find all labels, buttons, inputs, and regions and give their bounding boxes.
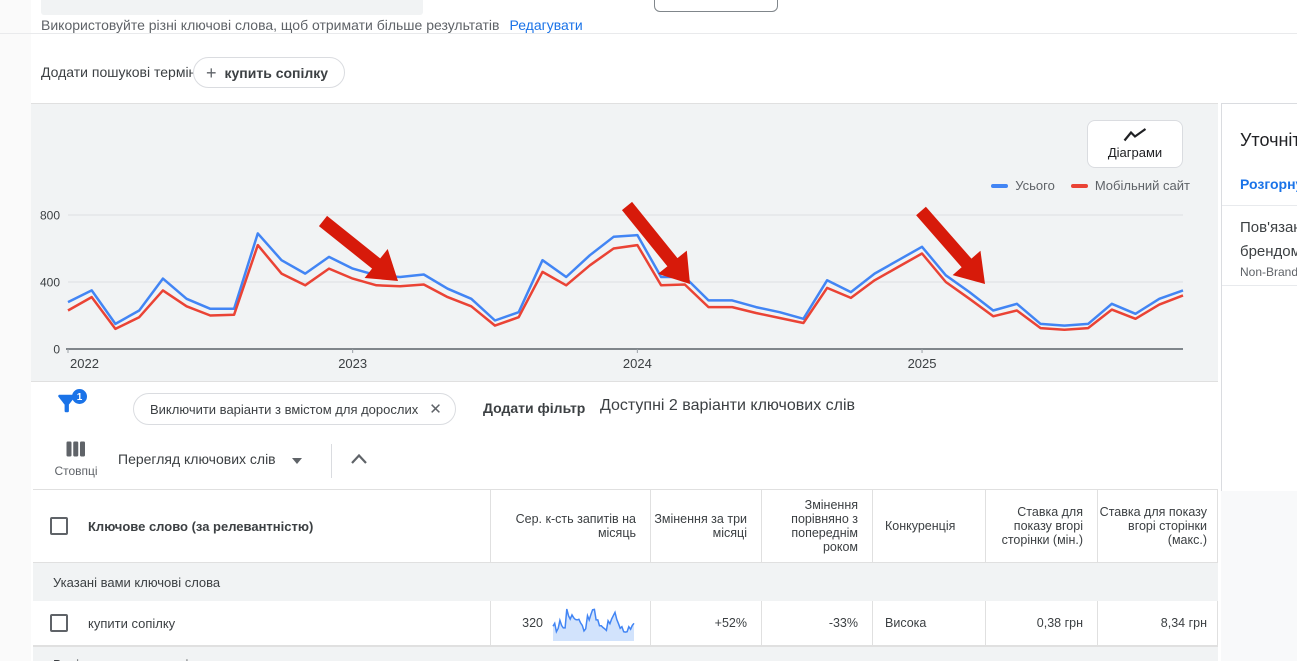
columns-icon xyxy=(66,441,85,457)
section-band: Указані вами ключові слова xyxy=(33,563,1218,601)
annotation-arrow-head xyxy=(364,249,398,281)
keyword-view-dropdown[interactable]: Перегляд ключових слів xyxy=(118,451,276,467)
header-yoy-change[interactable]: Змінення порівняно з попереднім роком xyxy=(761,490,872,562)
refine-panel-title: Уточніть ключові слова xyxy=(1240,130,1297,150)
row-volume: 320 xyxy=(522,616,543,630)
add-terms-label: Додати пошукові терміни: xyxy=(41,64,208,80)
y-axis-tick-label: 400 xyxy=(40,276,60,290)
close-icon[interactable]: ✕ xyxy=(429,401,442,418)
legend-item-total[interactable]: Усього xyxy=(991,178,1055,193)
x-axis-tick-label: 2023 xyxy=(338,356,367,371)
charts-button-label: Діаграми xyxy=(1107,145,1163,160)
y-axis-tick-label: 800 xyxy=(40,209,60,223)
next-section-label-clipped: Варіанти ключових слів xyxy=(53,657,195,661)
table-row[interactable]: купити сопілку 320 +52% -33% Висока 0,38… xyxy=(33,601,1218,646)
select-all-checkbox[interactable] xyxy=(50,517,68,535)
annotation-arrow-head xyxy=(952,250,985,284)
exclude-adult-filter-chip[interactable]: Виключити варіанти з вмістом для доросли… xyxy=(133,393,456,425)
trend-chart-panel: 0 400 800 2022 2023 2024 2025 Діаграми Усього … xyxy=(31,103,1218,382)
collapse-chevron-up-icon[interactable] xyxy=(350,453,368,465)
header-3month-change[interactable]: Змінення за три місяці xyxy=(650,490,761,562)
annotation-arrow-shaft xyxy=(916,206,975,271)
row-keyword: купити сопілку xyxy=(88,615,176,631)
hint-text: Використовуйте різні ключові слова, щоб … xyxy=(41,17,500,33)
legend-label-mobile: Мобільний сайт xyxy=(1094,178,1190,193)
row-bid-low: 0,38 грн xyxy=(985,601,1097,645)
annotation-arrow-head xyxy=(658,250,690,284)
legend-swatch-blue xyxy=(991,183,1009,188)
section-band-label: Указані вами ключові слова xyxy=(53,574,221,590)
sparkline-fill xyxy=(553,608,634,641)
add-term-chip[interactable]: + купить сопілку xyxy=(193,57,346,88)
refine-item-subtitle: Non-Brands xyxy=(1240,265,1297,279)
legend-item-mobile[interactable]: Мобільний сайт xyxy=(1070,178,1190,193)
annotation-arrow-shaft xyxy=(318,215,384,272)
add-filter-button[interactable]: Додати фільтр xyxy=(483,400,586,416)
header-competition[interactable]: Конкуренція xyxy=(872,490,985,562)
legend-swatch-red xyxy=(1070,183,1088,188)
volume-sparkline xyxy=(552,607,635,641)
edit-link[interactable]: Редагувати xyxy=(509,17,583,33)
top-button-remnant[interactable] xyxy=(654,0,778,12)
refine-item-title[interactable]: Пов'язані з брендом чи ні xyxy=(1240,219,1297,260)
keyword-input-remnant[interactable] xyxy=(41,0,423,15)
y-axis-tick-label: 0 xyxy=(53,343,60,357)
x-axis-tick-label: 2022 xyxy=(70,356,99,371)
x-axis-tick-label: 2025 xyxy=(908,356,937,371)
columns-button[interactable]: Стовпці xyxy=(48,441,104,478)
expand-all-link[interactable]: Розгорнути все xyxy=(1240,176,1297,192)
x-axis-tick-label: 2024 xyxy=(623,356,652,371)
sparkline-line xyxy=(552,607,635,634)
filter-chip-label: Виключити варіанти з вмістом для доросли… xyxy=(150,401,419,417)
refine-keywords-panel: Уточніть ключові слова Розгорнути все По… xyxy=(1221,103,1297,493)
chart-legend: Усього Мобільний сайт xyxy=(991,178,1190,193)
hint-row: Використовуйте різні ключові слова, щоб … xyxy=(41,17,583,33)
table-header-row: Ключове слово (за релевантністю) Сер. к-… xyxy=(33,489,1218,563)
next-section-band: Варіанти ключових слів xyxy=(33,646,1218,661)
toolbar-divider xyxy=(331,444,332,478)
panel-divider-2 xyxy=(1222,285,1297,286)
chevron-down-icon[interactable] xyxy=(292,458,302,464)
chart-line-total xyxy=(67,232,1184,327)
left-rail xyxy=(0,0,31,661)
plus-icon: + xyxy=(206,62,217,83)
header-bid-low[interactable]: Ставка для показу вгорі сторінки (мін.) xyxy=(985,490,1097,562)
charts-button[interactable]: Діаграми xyxy=(1087,120,1183,168)
filter-funnel-icon[interactable]: 1 xyxy=(56,389,88,420)
top-divider xyxy=(0,33,1297,34)
legend-label-total: Усього xyxy=(1015,178,1055,193)
header-bid-high[interactable]: Ставка для показу вгорі сторінки (макс.) xyxy=(1097,490,1218,562)
filter-count-badge xyxy=(72,389,87,404)
row-3month-change: +52% xyxy=(650,601,761,645)
filter-count-text: 1 xyxy=(77,392,83,403)
row-checkbox[interactable] xyxy=(50,614,68,632)
header-keyword[interactable]: Ключове слово (за релевантністю) xyxy=(88,518,314,534)
panel-divider xyxy=(1222,205,1297,206)
term-chip-label: купить сопілку xyxy=(224,64,329,81)
header-avg-searches[interactable]: Сер. к-сть запитів на місяць xyxy=(490,490,650,562)
show-chart-icon xyxy=(1123,128,1147,142)
row-yoy-change: -33% xyxy=(761,601,872,645)
row-bid-high: 8,34 грн xyxy=(1097,601,1218,645)
right-background xyxy=(1221,491,1297,661)
chart-line-mobile xyxy=(67,243,1184,331)
columns-button-label: Стовпці xyxy=(54,464,98,478)
row-competition: Висока xyxy=(872,601,985,645)
annotation-arrow-shaft xyxy=(621,201,680,270)
trend-chart: 0 400 800 2022 2023 2024 2025 xyxy=(40,201,1184,371)
results-count-text: Доступні 2 варіанти ключових слів xyxy=(600,397,856,414)
